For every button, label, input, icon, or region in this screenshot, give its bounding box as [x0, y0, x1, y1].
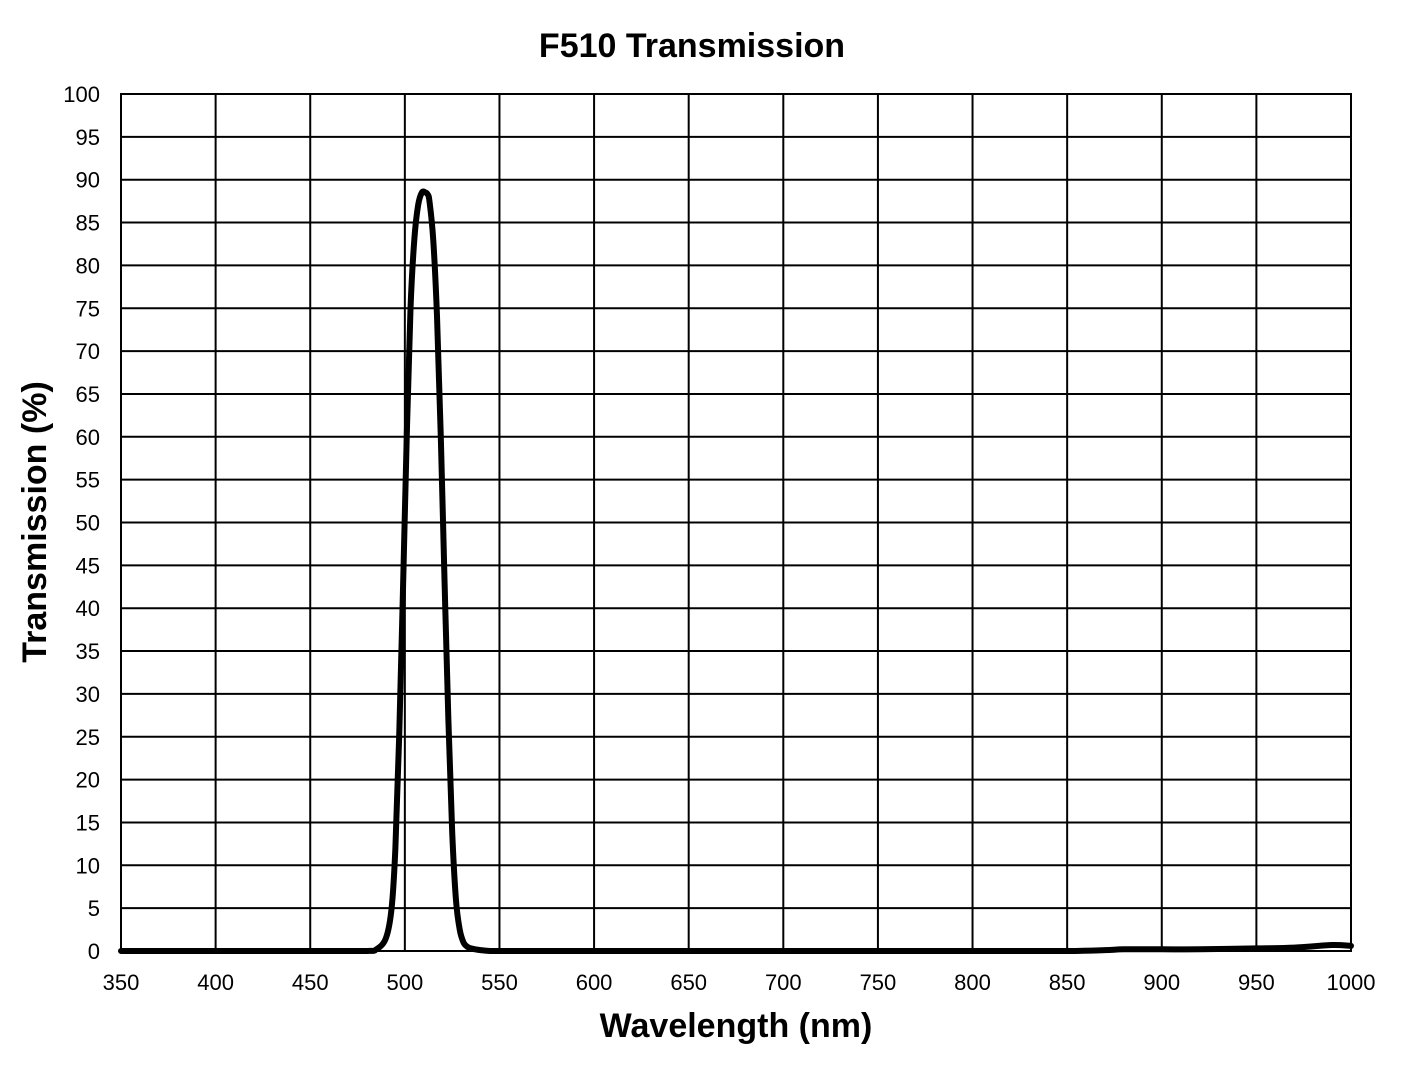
- y-tick-label: 30: [76, 682, 100, 707]
- x-tick-label: 750: [860, 970, 897, 995]
- y-tick-label: 50: [76, 511, 100, 536]
- grid-lines: [120, 93, 1352, 952]
- y-tick-label: 25: [76, 725, 100, 750]
- x-tick-label: 500: [386, 970, 423, 995]
- y-tick-label: 75: [76, 296, 100, 321]
- y-tick-label: 80: [76, 253, 100, 278]
- y-tick-label: 60: [76, 425, 100, 450]
- y-axis-tick-labels: 0 5 10 15 20 25 30 35 40 45 50 55 60 65 70 75 80 85 90 95 10…: [63, 82, 100, 964]
- y-tick-label: 45: [76, 553, 100, 578]
- y-tick-label: 95: [76, 125, 100, 150]
- y-axis-title: Transmission (%): [16, 381, 54, 663]
- y-tick-label: 90: [76, 168, 100, 193]
- transmission-curve: [118, 188, 1354, 955]
- plot-frame: [120, 93, 1352, 952]
- x-axis-title: Wavelength (nm): [600, 1007, 873, 1045]
- x-tick-label: 400: [197, 970, 234, 995]
- y-tick-label: 100: [63, 82, 100, 107]
- x-tick-label: 350: [103, 970, 140, 995]
- y-tick-label: 5: [88, 896, 100, 921]
- y-tick-label: 40: [76, 596, 100, 621]
- y-tick-label: 35: [76, 639, 100, 664]
- x-axis-tick-labels: 350 400 450 500 550 600 650 700 750 800 850 900 950 1…: [103, 970, 1376, 995]
- x-tick-label: 800: [954, 970, 991, 995]
- y-tick-label: 0: [88, 939, 100, 964]
- y-tick-label: 15: [76, 810, 100, 835]
- series-layer: [118, 188, 1354, 955]
- x-tick-label: 950: [1238, 970, 1275, 995]
- x-tick-label: 700: [765, 970, 802, 995]
- y-tick-label: 65: [76, 382, 100, 407]
- x-tick-label: 850: [1049, 970, 1086, 995]
- x-tick-label: 550: [481, 970, 518, 995]
- x-tick-label: 650: [670, 970, 707, 995]
- x-tick-label: 1000: [1327, 970, 1376, 995]
- x-tick-label: 600: [576, 970, 613, 995]
- x-tick-label: 450: [292, 970, 329, 995]
- chart-title: F510 Transmission: [539, 27, 845, 65]
- y-tick-label: 70: [76, 339, 100, 364]
- y-tick-label: 85: [76, 211, 100, 236]
- x-tick-label: 900: [1143, 970, 1180, 995]
- y-tick-label: 20: [76, 768, 100, 793]
- y-tick-label: 10: [76, 853, 100, 878]
- y-tick-label: 55: [76, 468, 100, 493]
